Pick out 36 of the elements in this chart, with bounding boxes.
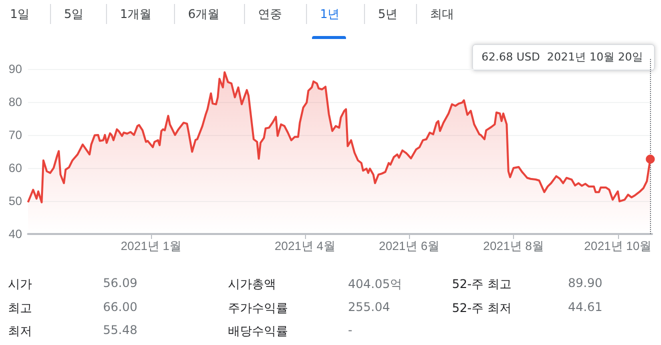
text: 시가 bbox=[8, 276, 32, 293]
x-tick-label: 2021년 6월 bbox=[378, 239, 440, 253]
text: 1년 bbox=[319, 6, 341, 23]
text: 52-주 최고 bbox=[452, 276, 512, 293]
y-tick-label: 60 bbox=[8, 160, 22, 175]
y-tick-label: 90 bbox=[8, 62, 22, 76]
y-tick-label: 50 bbox=[8, 194, 22, 208]
text: 1일 bbox=[9, 6, 31, 23]
text: 최대 bbox=[429, 6, 455, 23]
text: 최고 bbox=[8, 300, 32, 317]
text: 55.48 bbox=[103, 323, 138, 337]
text: 최저 bbox=[8, 323, 32, 340]
text: 56.09 bbox=[103, 276, 138, 290]
text: 시가총액 bbox=[228, 276, 276, 293]
text: 44.61 bbox=[568, 300, 602, 314]
text: 배당수익률 bbox=[228, 323, 288, 340]
text: 255.04 bbox=[348, 300, 390, 314]
text: 66.00 bbox=[103, 300, 138, 314]
text: 연중 bbox=[257, 6, 283, 23]
text: 5일 bbox=[63, 6, 85, 23]
text: 52-주 최저 bbox=[452, 300, 512, 317]
text: 89.90 bbox=[568, 276, 602, 290]
x-tick-label: 2021년 4월 bbox=[274, 239, 336, 253]
x-tick-label: 2021년 1월 bbox=[120, 239, 182, 253]
annotation: 62.68 USD 2021년 10월 20일 bbox=[482, 50, 643, 64]
text: 1개월 bbox=[119, 6, 153, 23]
text: 6개월 bbox=[187, 6, 221, 23]
text: 주가수익률 bbox=[228, 300, 288, 317]
text: - bbox=[348, 323, 352, 337]
text: 5년 bbox=[377, 6, 399, 23]
text: 404.05억 bbox=[348, 276, 402, 293]
y-tick-label: 40 bbox=[8, 227, 22, 241]
x-tick-label: 2021년 10월 bbox=[584, 239, 652, 253]
x-tick-label: 2021년 8월 bbox=[483, 239, 544, 253]
y-tick-label: 80 bbox=[8, 94, 22, 109]
y-tick-label: 70 bbox=[8, 128, 22, 142]
